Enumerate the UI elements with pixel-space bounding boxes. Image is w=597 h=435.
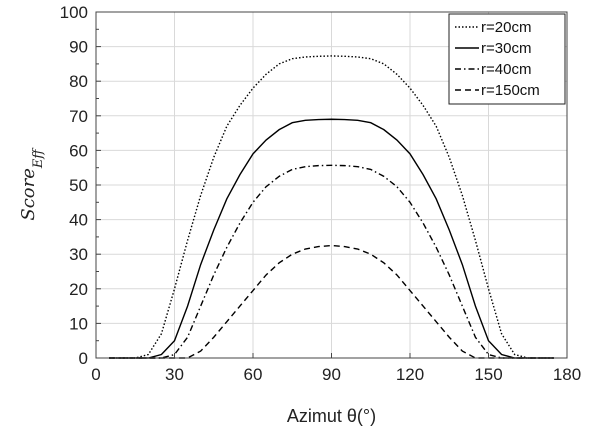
x-tick-label: 180 <box>553 365 581 384</box>
y-tick-label: 10 <box>69 314 88 333</box>
axis-ticks <box>95 11 568 359</box>
legend-box <box>448 13 566 105</box>
legend: r=20cm r=30cm r=40cm r=150cm <box>448 13 566 105</box>
tick-labels: 0 30 60 90 120 150 180 0 10 20 30 40 50 60 70 80 90 100 <box>60 3 582 384</box>
y-tick-label: 40 <box>69 211 88 230</box>
series-line-1 <box>109 55 554 359</box>
x-tick-label: 30 <box>165 365 184 384</box>
legend-label: r=30cm <box>481 40 531 57</box>
x-axis-title: Azimut θ(°) <box>287 406 376 426</box>
series-line-2 <box>109 118 554 359</box>
series-line-3 <box>109 164 554 359</box>
y-tick-label: 100 <box>60 3 88 22</box>
y-tick-label: 70 <box>69 107 88 126</box>
y-tick-label: 60 <box>69 141 88 160</box>
y-tick-label: 30 <box>69 245 88 264</box>
x-tick-label: 120 <box>396 365 424 384</box>
y-tick-label: 80 <box>69 72 88 91</box>
legend-label: r=150cm <box>481 82 540 99</box>
x-tick-label: 60 <box>244 365 263 384</box>
y-axis-title-main: Score <box>18 168 39 221</box>
x-tick-label: 90 <box>322 365 341 384</box>
x-tick-label: 150 <box>474 365 502 384</box>
x-tick-label: 0 <box>91 365 100 384</box>
legend-label: r=20cm <box>481 19 531 36</box>
y-tick-label: 20 <box>69 280 88 299</box>
y-axis-title: ScoreEff <box>18 147 46 221</box>
y-tick-label: 0 <box>79 349 88 368</box>
y-tick-label: 90 <box>69 38 88 57</box>
y-axis-title-subscript: Eff <box>31 147 46 169</box>
y-tick-label: 50 <box>69 176 88 195</box>
legend-label: r=40cm <box>481 61 531 78</box>
